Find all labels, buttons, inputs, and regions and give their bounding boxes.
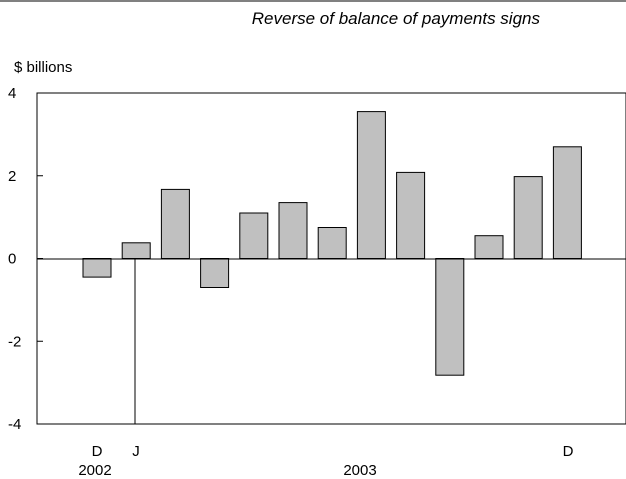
x-tick-label-jan-2003: J: [132, 443, 140, 460]
bar-8: [356, 111, 386, 259]
bar-11: [474, 235, 504, 259]
bar-12: [513, 176, 543, 260]
bar-6: [278, 202, 308, 260]
bars-group: [82, 111, 582, 376]
bar-5: [239, 212, 269, 259]
bar-13: [552, 146, 582, 259]
bar-2: [121, 242, 151, 260]
y-ticks-group: 4 2 0 -2 -4: [8, 85, 43, 433]
x-tick-label-dec-2002: D: [92, 443, 103, 460]
plot-frame: [36, 92, 626, 425]
y-tick-label: 2: [8, 168, 16, 185]
bar-1: [82, 258, 112, 278]
bar-9: [396, 171, 426, 259]
year-label-2003: 2003: [343, 462, 376, 479]
bar-4: [200, 258, 230, 288]
bar-10: [435, 258, 465, 376]
year-label-2002: 2002: [78, 462, 111, 479]
y-tick-label: -2: [8, 333, 21, 350]
y-tick-label: -4: [8, 416, 21, 433]
x-tick-label-dec-2003: D: [563, 443, 574, 460]
bar-7: [317, 227, 347, 259]
y-axis-label: $ billions: [14, 59, 72, 76]
y-tick-label: 4: [8, 85, 16, 102]
chart-title: Reverse of balance of payments signs: [252, 9, 541, 28]
y-tick-label: 0: [8, 251, 16, 268]
bar-3: [160, 188, 190, 259]
